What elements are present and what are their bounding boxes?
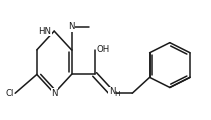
Text: Cl: Cl [5,89,14,98]
Text: HN: HN [38,27,51,36]
Text: H: H [115,91,120,97]
Text: OH: OH [96,45,109,54]
Text: N: N [68,22,75,31]
Text: N: N [51,89,57,98]
Text: N: N [109,87,115,96]
